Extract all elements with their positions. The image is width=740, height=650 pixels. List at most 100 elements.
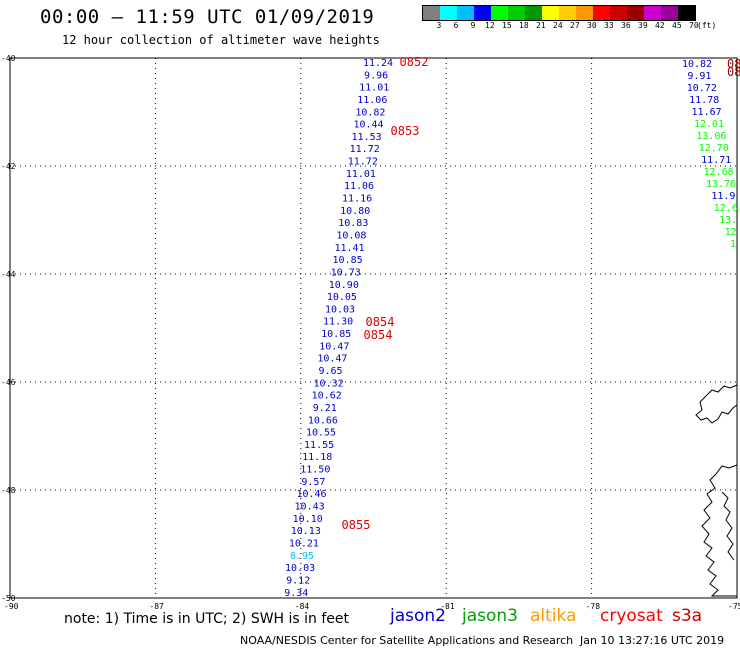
pass-time-label: 0833	[727, 65, 740, 79]
wave-height-label: 11.55	[304, 440, 334, 451]
wave-height-label: 10.62	[312, 391, 342, 402]
wave-height-label: 9.12	[286, 575, 310, 586]
lon-tick-label: -84	[295, 602, 310, 611]
wave-height-label: 11.50	[300, 465, 330, 476]
map-frame	[9, 57, 738, 599]
page-title: 00:00 – 11:59 UTC 01/09/2019	[40, 6, 375, 28]
wave-height-label: 8.95	[290, 551, 314, 562]
lat-tick-label: -46	[1, 378, 16, 387]
footer: NOAA/NESDIS Center for Satellite Applica…	[240, 634, 724, 647]
legend-unit: (ft)	[697, 21, 717, 30]
legend-swatch	[644, 6, 661, 20]
wave-height-label: 10.08	[336, 230, 366, 241]
legend-swatch	[440, 6, 457, 20]
wave-height-label: 10.03	[325, 304, 355, 315]
wave-height-label: 12.70	[699, 143, 729, 154]
legend-swatch	[576, 6, 593, 20]
legend-swatch	[627, 6, 644, 20]
wave-height-label: 10.47	[317, 354, 347, 365]
wave-height-label: 11.01	[359, 83, 389, 94]
legend-label: 33	[604, 21, 614, 30]
wave-height-label: 11.30	[323, 317, 353, 328]
pass-time-label: 0855	[342, 518, 371, 532]
wave-height-label: 10.47	[319, 341, 349, 352]
legend-label: 27	[570, 21, 580, 30]
legend-swatch	[508, 6, 525, 20]
wave-height-label: 10.43	[295, 502, 325, 513]
legend-label: 39	[638, 21, 648, 30]
coastline	[695, 384, 738, 424]
pass-time-label: 0833	[727, 57, 740, 71]
lon-tick-label: -87	[149, 602, 164, 611]
legend-label: 12	[485, 21, 495, 30]
lat-tick-label: -50	[1, 594, 16, 603]
wave-height-label: 10.80	[340, 206, 370, 217]
legend-swatch	[593, 6, 610, 20]
wave-height-label: 9.96	[364, 70, 388, 81]
legend-label: 45	[672, 21, 682, 30]
wave-height-label: 10.90	[329, 280, 359, 291]
legend-label: 18	[519, 21, 529, 30]
legend-label: 24	[553, 21, 563, 30]
wave-height-label: 10.55	[306, 428, 336, 439]
lon-tick-label: -81	[440, 602, 455, 611]
wave-height-label: 11.9	[711, 191, 735, 202]
wave-height-label: 10.73	[331, 267, 361, 278]
wave-height-label: 9.91	[687, 71, 711, 82]
wave-height-label: 11.67	[692, 107, 722, 118]
wave-height-label: 13.	[719, 215, 737, 226]
color-scale-legend	[422, 5, 696, 21]
wave-height-label: 12.01	[694, 119, 724, 130]
wave-height-label: 9.34	[284, 588, 308, 599]
wave-height-label: 1	[730, 239, 736, 250]
wave-height-label: 11.72	[348, 157, 378, 168]
wave-height-label: 11.71	[701, 155, 731, 166]
generated-timestamp: Jan 10 13:27:16 UTC 2019	[580, 634, 725, 647]
wave-height-label: 11.53	[352, 132, 382, 143]
legend-swatch	[610, 6, 627, 20]
legend-label: 6	[453, 21, 459, 30]
wave-height-label: 13.06	[696, 131, 726, 142]
satellite-legend-s3a: s3a	[672, 606, 703, 626]
coastline	[701, 464, 738, 597]
wave-height-label: 11.72	[350, 144, 380, 155]
units-note: note: 1) Time is in UTC; 2) SWH is in fe…	[64, 611, 350, 627]
satellite-legend-jason3: jason3	[462, 606, 518, 626]
wave-height-label: 11.01	[346, 169, 376, 180]
lon-tick-label: -75	[728, 602, 740, 611]
wave-height-label: 9.65	[318, 366, 342, 377]
satellite-legend-jason2: jason2	[390, 606, 446, 626]
wave-height-label: 9.57	[301, 477, 325, 488]
legend-label: 36	[621, 21, 631, 30]
wave-height-label: 11.16	[342, 194, 372, 205]
wave-height-label: 11.06	[344, 181, 374, 192]
credit-text: NOAA/NESDIS Center for Satellite Applica…	[240, 634, 574, 647]
wave-height-label: 10.46	[296, 489, 326, 500]
lat-tick-label: -40	[1, 54, 16, 63]
wave-height-label: 10.82	[355, 107, 385, 118]
wave-height-label: 10.10	[293, 514, 323, 525]
legend-swatch	[423, 6, 440, 20]
wave-height-label: 10.44	[353, 120, 383, 131]
wave-height-label: 10.85	[333, 255, 363, 266]
legend-swatch	[457, 6, 474, 20]
legend-swatch	[678, 6, 695, 20]
wave-height-label: 9.21	[313, 403, 337, 414]
wave-height-label: 11.78	[689, 95, 719, 106]
wave-height-label: 12.68	[704, 167, 734, 178]
wave-height-label: 10.03	[285, 563, 315, 574]
wave-height-label: 10.32	[314, 378, 344, 389]
legend-swatch	[491, 6, 508, 20]
wave-height-label: 10.66	[308, 415, 338, 426]
wave-height-label: 12	[725, 227, 737, 238]
lon-tick-label: -90	[4, 602, 19, 611]
legend-label: 9	[470, 21, 476, 30]
legend-label: 30	[587, 21, 597, 30]
wave-height-label: 10.72	[687, 83, 717, 94]
lat-tick-label: -42	[1, 162, 16, 171]
page-subtitle: 12 hour collection of altimeter wave hei…	[62, 33, 380, 47]
pass-time-label: 0854	[366, 315, 395, 329]
wave-height-label: 10.82	[682, 59, 712, 70]
